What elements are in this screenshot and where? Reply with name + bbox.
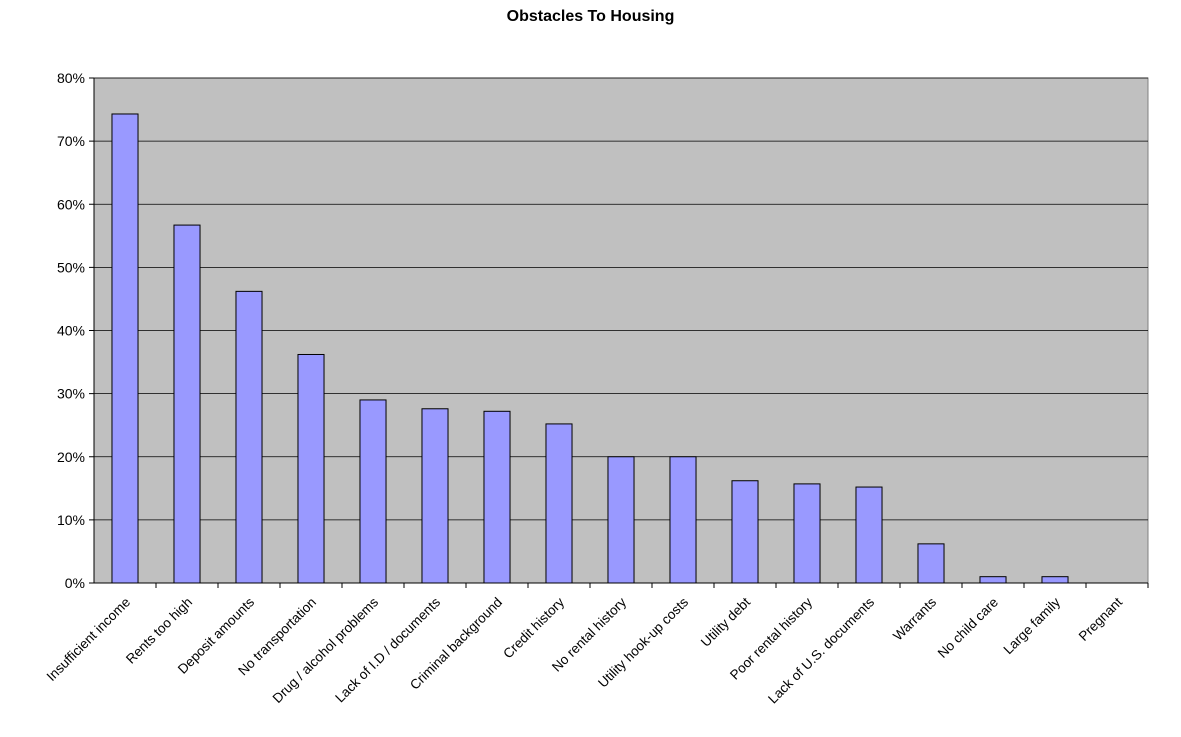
x-category-label: Pregnant (1076, 594, 1126, 644)
bar (1041, 576, 1069, 584)
bar (235, 290, 263, 584)
bar (979, 576, 1007, 584)
bar (111, 113, 139, 584)
x-category-label: Utility debt (698, 594, 753, 649)
bar (483, 410, 511, 584)
y-tick-label: 60% (57, 196, 85, 212)
y-tick-label: 50% (57, 259, 85, 275)
x-category-label: Lack of U.S. documents (765, 594, 877, 706)
bar (297, 353, 325, 584)
x-category-label: Drug / alcohol problems (270, 594, 382, 706)
bar (669, 456, 697, 584)
bar (421, 408, 449, 584)
x-category-label: Lack of I.D / documents (332, 594, 443, 705)
y-tick-label: 70% (57, 133, 85, 149)
bar (793, 483, 821, 584)
bar (731, 480, 759, 584)
x-category-label: Warrants (890, 594, 939, 643)
y-tick-label: 20% (57, 449, 85, 465)
gridlines (94, 77, 1148, 521)
x-category-label: Credit history (500, 594, 567, 661)
bar (359, 399, 387, 584)
y-tick-label: 30% (57, 386, 85, 402)
bar (545, 423, 573, 584)
chart-title: Obstacles To Housing (506, 8, 675, 25)
y-tick-label: 40% (57, 323, 85, 339)
y-tick-labels: 0% 10% 20% 30% 40% 50% 60% 70% 80% (57, 70, 85, 591)
bar (173, 224, 201, 584)
axes (89, 77, 1149, 588)
x-category-label: Insufficient income (44, 595, 133, 684)
bars (111, 113, 1069, 584)
y-tick-label: 10% (57, 512, 85, 528)
x-category-label: No child care (935, 595, 1001, 661)
bar (855, 486, 883, 584)
y-tick-label: 0% (65, 575, 85, 591)
x-category-label: Large family (1001, 594, 1064, 657)
bar (917, 543, 945, 584)
y-tick-label: 80% (57, 70, 85, 86)
bar (607, 456, 635, 584)
